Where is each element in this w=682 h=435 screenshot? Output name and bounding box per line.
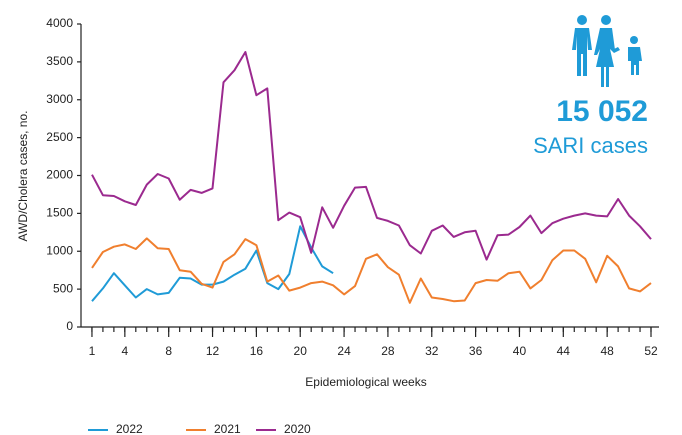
x-tick-label: 4 xyxy=(122,344,129,358)
y-tick-label: 500 xyxy=(53,281,73,295)
x-tick-label: 48 xyxy=(600,344,614,358)
stat-label: SARI cases xyxy=(533,133,648,158)
x-tick-label: 32 xyxy=(425,344,439,358)
x-tick-label: 44 xyxy=(557,344,571,358)
x-tick-label: 36 xyxy=(469,344,483,358)
x-tick-label: 1 xyxy=(89,344,96,358)
x-tick-label: 28 xyxy=(381,344,395,358)
x-tick-label: 20 xyxy=(294,344,308,358)
x-tick-label: 16 xyxy=(250,344,264,358)
x-tick-label: 40 xyxy=(513,344,527,358)
y-tick-label: 1000 xyxy=(46,243,73,257)
legend-label: 2021 xyxy=(214,422,241,435)
x-axis-label: Epidemiological weeks xyxy=(305,375,426,389)
legend-label: 2022 xyxy=(116,422,143,435)
x-tick-label: 12 xyxy=(206,344,220,358)
y-tick-label: 3500 xyxy=(46,54,73,68)
y-tick-label: 2500 xyxy=(46,130,73,144)
x-tick-label: 52 xyxy=(644,344,658,358)
x-tick-label: 8 xyxy=(165,344,172,358)
family-icon xyxy=(572,15,642,87)
y-tick-label: 1500 xyxy=(46,206,73,220)
x-tick-label: 24 xyxy=(337,344,351,358)
series-line xyxy=(91,51,652,261)
y-axis-label: AWD/Cholera cases, no. xyxy=(16,111,30,242)
y-tick-label: 4000 xyxy=(46,16,73,30)
y-tick-label: 2000 xyxy=(46,168,73,182)
series-line xyxy=(91,237,652,304)
y-tick-label: 3000 xyxy=(46,92,73,106)
legend-label: 2020 xyxy=(284,422,311,435)
series-line xyxy=(91,225,334,302)
y-tick-label: 0 xyxy=(66,319,73,333)
stat-value: 15 052 xyxy=(556,95,648,128)
